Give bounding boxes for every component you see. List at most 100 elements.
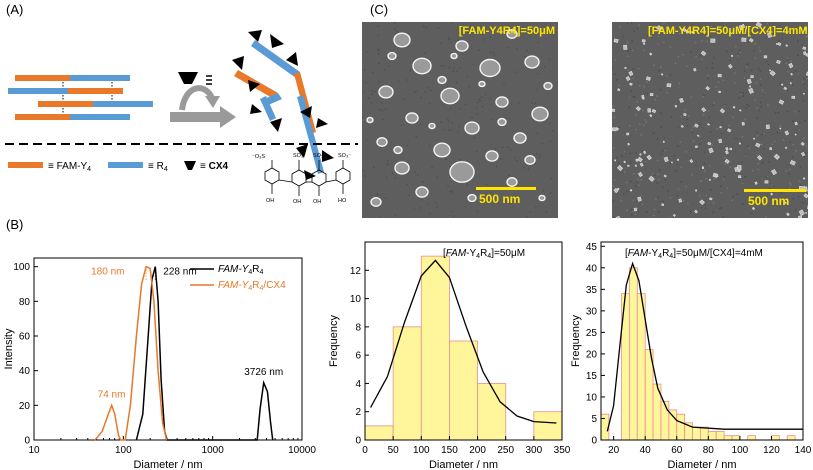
sem-particle <box>433 142 451 158</box>
sem-fragment <box>696 134 700 137</box>
sem-noise <box>495 165 498 168</box>
sem-fragment <box>719 108 726 114</box>
sem-particle <box>366 116 374 124</box>
sem-fragment <box>714 173 719 178</box>
y-tick-label: 0 <box>355 436 361 447</box>
sem-noise <box>423 25 425 27</box>
sem-noise <box>377 53 380 55</box>
sem-noise <box>723 156 726 159</box>
sem-noise <box>724 22 727 23</box>
sem-noise <box>457 131 459 133</box>
sem-noise <box>526 49 528 52</box>
sem-noise <box>406 79 408 81</box>
sem-fragment <box>785 44 789 47</box>
annotation-180: 180 nm <box>91 267 124 278</box>
sem-noise <box>636 181 638 184</box>
sem-noise <box>754 99 757 101</box>
sem-noise <box>527 168 529 170</box>
sem-noise <box>379 108 381 111</box>
sem-fragment <box>790 72 793 76</box>
sem-noise <box>443 129 445 131</box>
sem-noise <box>431 166 433 168</box>
sem-noise <box>805 145 808 148</box>
sem-noise <box>788 172 791 175</box>
sem-noise <box>763 132 765 135</box>
sem-noise <box>629 48 632 51</box>
sem-noise <box>451 122 453 124</box>
sem-noise <box>493 52 495 54</box>
sem-noise <box>451 210 453 213</box>
sem-fragment <box>784 201 787 204</box>
sem-noise <box>623 150 626 153</box>
sem-noise <box>538 154 541 156</box>
sem-noise <box>635 128 637 131</box>
sem-fragment <box>701 107 707 113</box>
sem-noise <box>805 49 807 51</box>
sem-noise <box>663 41 665 44</box>
sem-fragment <box>694 123 699 128</box>
sem-noise <box>646 80 648 83</box>
sem-noise <box>481 33 484 36</box>
sem-noise <box>657 43 660 45</box>
sem-fragment <box>769 147 772 151</box>
sem-fragment <box>627 142 630 146</box>
legend-r4: ≡ R4 <box>148 161 168 173</box>
sem-fragment <box>724 158 730 164</box>
sem-noise <box>457 39 460 41</box>
cx4-label-oh3: OH <box>313 199 321 205</box>
sem-noise <box>536 73 539 75</box>
sem-noise <box>803 137 806 139</box>
sem-noise <box>706 40 709 43</box>
sem-noise <box>538 156 541 159</box>
sem-noise <box>618 162 620 165</box>
sem-noise <box>515 200 518 202</box>
sem-noise <box>616 78 618 81</box>
sem-noise <box>445 158 447 161</box>
cx4-label-so3-mid1: SO₃⁻ <box>293 153 306 159</box>
sem-noise <box>613 146 615 149</box>
sem-noise <box>771 143 774 146</box>
sem-fragment <box>662 140 665 143</box>
sem-fragment <box>805 211 808 214</box>
sem-fragment <box>663 174 667 178</box>
sem-noise <box>516 48 518 50</box>
y-tick-label: 60 <box>19 332 31 343</box>
sem-noise <box>732 26 735 28</box>
sem-fragment <box>612 127 617 132</box>
sem-noise <box>785 170 788 172</box>
sem-noise <box>637 67 640 70</box>
sem-noise <box>660 112 662 114</box>
histogram-bar <box>771 435 780 441</box>
sem-caption-right: [FAM-Y4R4]=50μM/[CX4]=4mM <box>648 25 808 37</box>
sem-fragment <box>624 66 627 69</box>
schematic-panel-a: ≡ FAM-Y4 ≡ R4 ≡ CX4 ⁻O₃S SO₃⁻ SO₃⁻ SO₃⁻ … <box>5 30 358 205</box>
sem-noise <box>612 216 615 218</box>
sem-noise <box>678 82 681 85</box>
sem-noise <box>490 51 492 53</box>
sem-noise <box>688 115 690 117</box>
sem-noise <box>506 47 509 49</box>
sem-noise <box>786 110 789 113</box>
sem-noise <box>669 162 672 165</box>
sem-particle <box>543 81 553 91</box>
sem-noise <box>420 97 422 99</box>
sem-noise <box>385 176 388 179</box>
sem-noise <box>646 34 649 37</box>
sem-noise <box>449 38 451 41</box>
sem-noise <box>719 207 721 210</box>
sem-noise <box>641 203 644 206</box>
sem-particle <box>497 117 507 127</box>
sem-noise <box>426 87 429 89</box>
sem-noise <box>386 164 388 166</box>
sem-fragment <box>649 52 653 56</box>
sem-noise <box>751 212 753 214</box>
sem-noise <box>613 179 616 181</box>
sem-image-left: [FAM-Y4R4]=50μM 500 nm <box>362 22 558 218</box>
sem-noise <box>642 109 644 112</box>
sem-noise <box>763 22 765 24</box>
sem-noise <box>777 111 780 114</box>
sem-noise <box>541 142 544 145</box>
sem-fragment <box>635 106 641 112</box>
sem-noise <box>473 136 475 139</box>
sem-noise <box>476 210 479 212</box>
